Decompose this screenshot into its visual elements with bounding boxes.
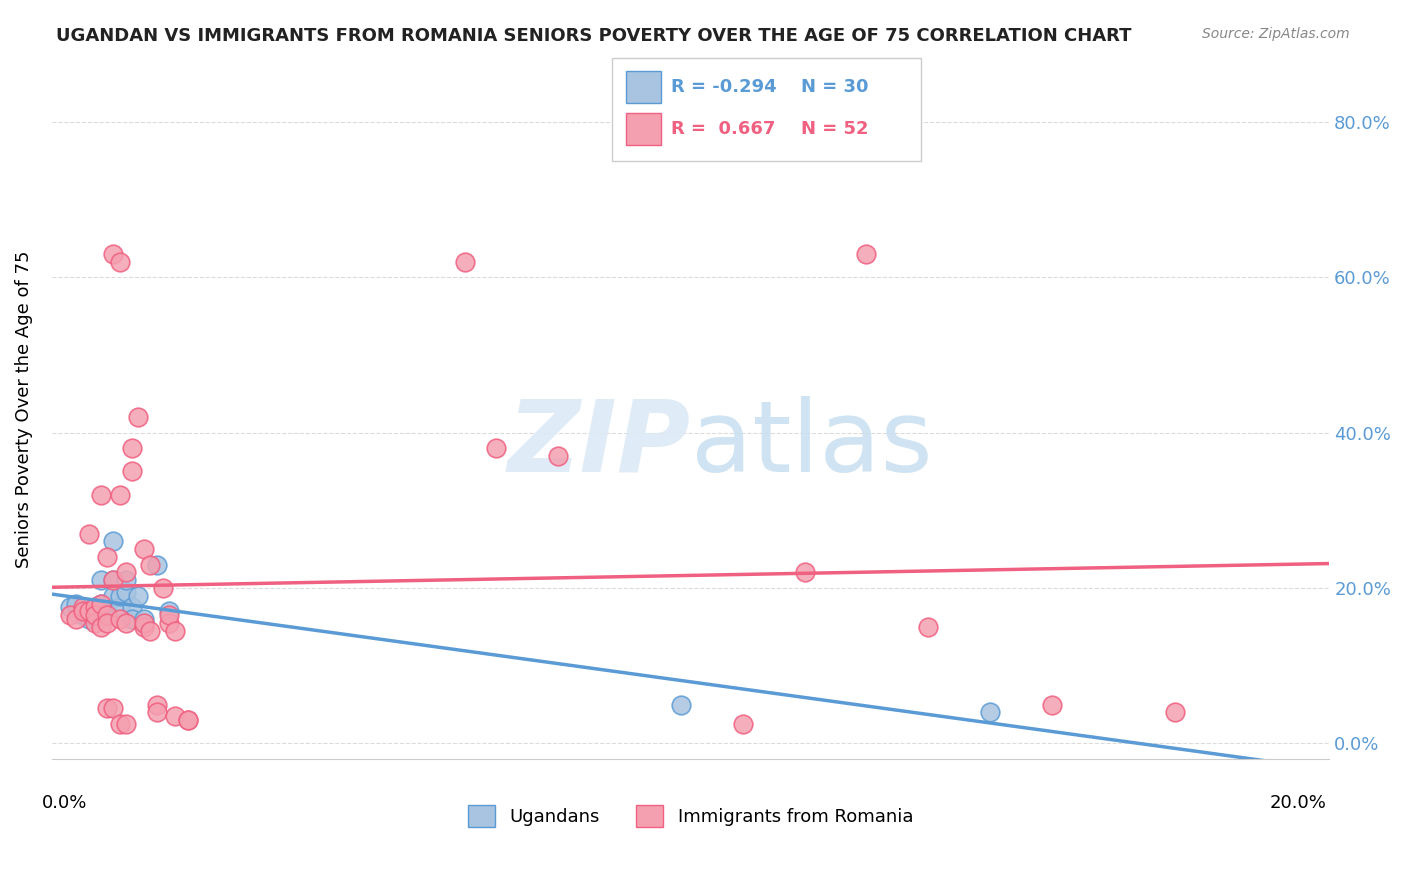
Point [145, 558, 167, 572]
Point [176, 713, 198, 727]
Point [59, 600, 82, 615]
Point [121, 441, 143, 455]
Point [108, 589, 131, 603]
Text: 0.0%: 0.0% [41, 794, 87, 812]
Point [96, 602, 118, 616]
Y-axis label: Seniors Poverty Over the Age of 75: Seniors Poverty Over the Age of 75 [15, 251, 32, 568]
Point [77, 604, 100, 618]
Point [108, 612, 131, 626]
Point [96, 701, 118, 715]
Text: N = 52: N = 52 [801, 120, 869, 138]
Point [134, 620, 156, 634]
Point [103, 574, 125, 588]
Point [114, 574, 136, 588]
Point [108, 488, 131, 502]
Point [103, 589, 125, 603]
Point [165, 624, 187, 638]
Point [84, 600, 107, 615]
Point [72, 600, 94, 615]
Point [84, 600, 107, 615]
Text: R =  0.667: R = 0.667 [671, 120, 775, 138]
Text: R = -0.294: R = -0.294 [671, 78, 776, 96]
Point [127, 589, 149, 603]
Point [59, 608, 82, 623]
Point [152, 581, 174, 595]
Point [671, 698, 693, 712]
Point [77, 603, 100, 617]
Point [72, 604, 94, 618]
Point [90, 600, 112, 615]
Point [134, 542, 156, 557]
Text: UGANDAN VS IMMIGRANTS FROM ROMANIA SENIORS POVERTY OVER THE AGE OF 75 CORRELATIO: UGANDAN VS IMMIGRANTS FROM ROMANIA SENIO… [56, 27, 1132, 45]
Point [917, 620, 939, 634]
Point [157, 615, 180, 630]
Point [77, 526, 100, 541]
Point [134, 615, 156, 630]
Point [127, 410, 149, 425]
Point [731, 717, 754, 731]
Point [979, 706, 1001, 720]
Point [65, 612, 87, 626]
Point [121, 612, 143, 626]
Point [65, 597, 87, 611]
Point [90, 597, 112, 611]
Point [90, 620, 112, 634]
Point [108, 717, 131, 731]
Point [72, 604, 94, 618]
Point [176, 713, 198, 727]
Point [96, 615, 118, 630]
Point [121, 465, 143, 479]
Point [96, 608, 118, 623]
Point [157, 608, 180, 623]
Point [157, 604, 180, 618]
Point [84, 606, 107, 620]
Point [84, 615, 107, 630]
Point [139, 558, 162, 572]
Point [90, 574, 112, 588]
Point [96, 549, 118, 564]
Point [114, 615, 136, 630]
Point [547, 449, 569, 463]
Point [90, 488, 112, 502]
Point [855, 247, 877, 261]
Point [103, 574, 125, 588]
Point [145, 698, 167, 712]
Point [103, 701, 125, 715]
Text: Source: ZipAtlas.com: Source: ZipAtlas.com [1202, 27, 1350, 41]
Point [114, 566, 136, 580]
Text: N = 30: N = 30 [801, 78, 869, 96]
Text: ZIP: ZIP [508, 396, 690, 492]
Text: 20.0%: 20.0% [1270, 794, 1327, 812]
Point [84, 608, 107, 623]
Point [90, 597, 112, 611]
Point [103, 247, 125, 261]
Point [114, 585, 136, 599]
Point [84, 609, 107, 624]
Point [145, 706, 167, 720]
Point [134, 612, 156, 626]
Point [114, 717, 136, 731]
Point [108, 600, 131, 615]
Point [134, 615, 156, 630]
Point [165, 709, 187, 723]
Point [77, 612, 100, 626]
Point [1164, 706, 1187, 720]
Point [121, 600, 143, 615]
Point [1040, 698, 1063, 712]
Point [103, 534, 125, 549]
Point [454, 254, 477, 268]
Legend: Ugandans, Immigrants from Romania: Ugandans, Immigrants from Romania [461, 797, 921, 834]
Point [139, 624, 162, 638]
Point [96, 608, 118, 623]
Point [108, 254, 131, 268]
Point [793, 566, 815, 580]
Point [72, 608, 94, 623]
Text: atlas: atlas [690, 396, 932, 492]
Point [485, 441, 508, 455]
